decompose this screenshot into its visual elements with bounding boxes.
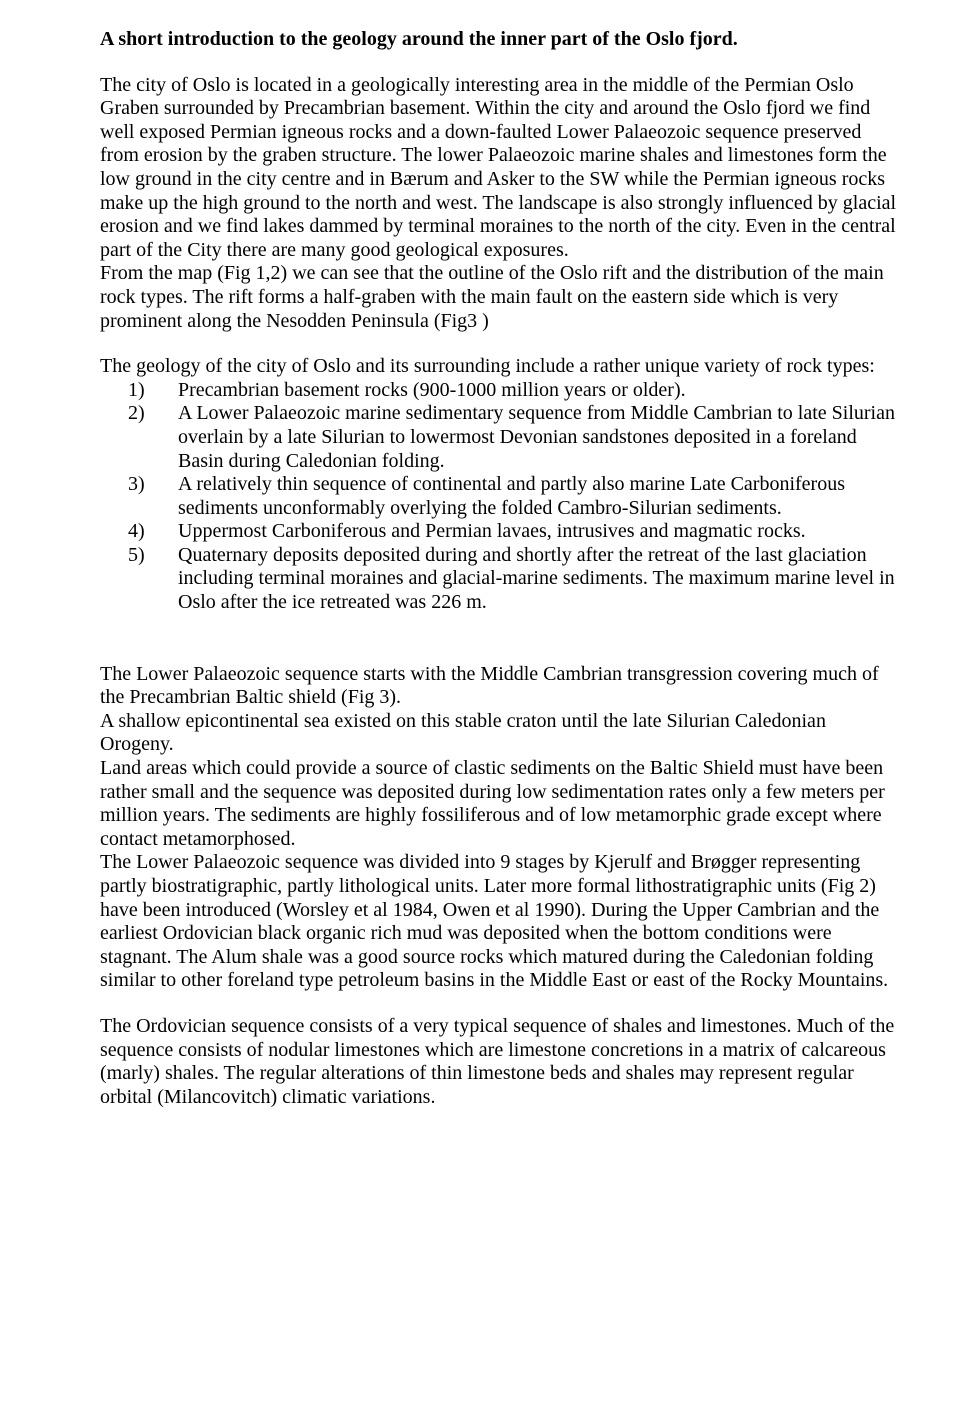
list-item-text: Uppermost Carboniferous and Permian lava…: [178, 520, 900, 544]
list-item-text: Quaternary deposits deposited during and…: [178, 544, 900, 615]
list-item: 1)Precambrian basement rocks (900-1000 m…: [100, 379, 900, 403]
paragraph-text: A shallow epicontinental sea existed on …: [100, 710, 826, 756]
list-item-number: 2): [100, 402, 178, 426]
paragraph-list-intro: The geology of the city of Oslo and its …: [100, 355, 900, 379]
list-item-text: Precambrian basement rocks (900-1000 mil…: [178, 379, 900, 403]
paragraph-text: Land areas which could provide a source …: [100, 757, 885, 850]
list-item-number: 3): [100, 473, 178, 497]
list-item: 5)Quaternary deposits deposited during a…: [100, 544, 900, 615]
paragraph-text: The Lower Palaeozoic sequence starts wit…: [100, 663, 879, 709]
list-item-number: 4): [100, 520, 178, 544]
list-item-text: A relatively thin sequence of continenta…: [178, 473, 900, 520]
document-title: A short introduction to the geology arou…: [100, 28, 900, 52]
paragraph-block: The Lower Palaeozoic sequence starts wit…: [100, 663, 900, 993]
list-item-number: 5): [100, 544, 178, 568]
paragraph-text: From the map (Fig 1,2) we can see that t…: [100, 262, 884, 331]
numbered-list: 1)Precambrian basement rocks (900-1000 m…: [100, 379, 900, 615]
paragraph-text: The city of Oslo is located in a geologi…: [100, 74, 896, 261]
list-item: 4)Uppermost Carboniferous and Permian la…: [100, 520, 900, 544]
list-item: 3)A relatively thin sequence of continen…: [100, 473, 900, 520]
document-page: A short introduction to the geology arou…: [0, 0, 960, 1422]
list-item: 2)A Lower Palaeozoic marine sedimentary …: [100, 402, 900, 473]
paragraph-intro: The city of Oslo is located in a geologi…: [100, 74, 900, 334]
paragraph-ordovician: The Ordovician sequence consists of a ve…: [100, 1015, 900, 1109]
paragraph-text: The Lower Palaeozoic sequence was divide…: [100, 851, 888, 991]
list-item-text: A Lower Palaeozoic marine sedimentary se…: [178, 402, 900, 473]
list-item-number: 1): [100, 379, 178, 403]
